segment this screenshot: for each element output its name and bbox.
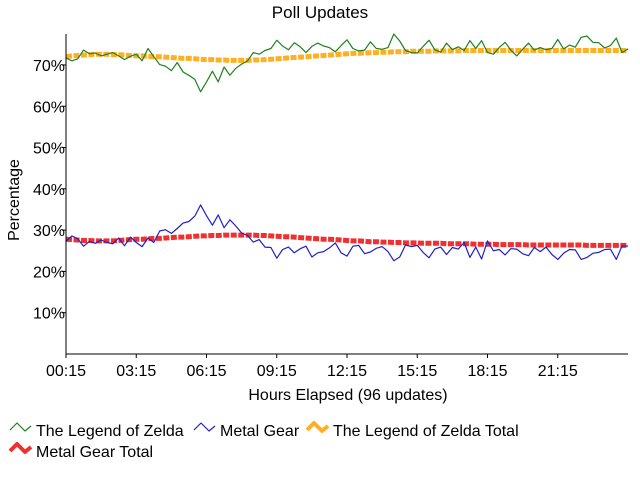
x-tick-label: 15:15 (397, 363, 437, 380)
y-axis-label: Percentage (6, 159, 23, 241)
x-tick-label: 09:15 (257, 363, 297, 380)
x-tick-label: 12:15 (327, 363, 367, 380)
y-tick-label: 50% (33, 141, 65, 158)
legend-label-the-legend-of-zelda: The Legend of Zelda (36, 423, 184, 440)
x-tick-label: 18:15 (467, 363, 507, 380)
y-tick-label: 10% (33, 306, 65, 323)
legend-label-metal-gear-total: Metal Gear Total (36, 444, 153, 461)
y-tick-label: 40% (33, 182, 65, 199)
x-ticks: 00:15 03:15 06:15 09:15 12:15 15:15 18:15 21:15 (46, 354, 578, 380)
x-tick-label: 03:15 (116, 363, 156, 380)
y-ticks: 10% 20% 30% 40% 50% 60% 70% (33, 58, 66, 323)
y-tick-label: 30% (33, 223, 65, 240)
legend-swatch-the-legend-of-zelda-total (305, 421, 330, 433)
x-tick-label: 06:15 (186, 363, 226, 380)
legend: The Legend of Zelda Metal Gear The Legend … (8, 421, 519, 461)
x-tick-label: 00:15 (46, 363, 86, 380)
y-tick-label: 20% (33, 264, 65, 281)
legend-swatch-metal-gear-total (8, 442, 33, 454)
legend-swatch-the-legend-of-zelda (9, 422, 32, 432)
x-tick-label: 21:15 (538, 363, 578, 380)
series-line-metal-gear-total (65, 232, 628, 248)
series-line-metal-gear (65, 204, 629, 262)
x-axis-label: Hours Elapsed (96 updates) (248, 387, 447, 404)
legend-label-the-legend-of-zelda-total: The Legend of Zelda Total (333, 423, 519, 440)
chart-title: Poll Updates (272, 3, 368, 22)
y-tick-label: 70% (33, 58, 65, 75)
y-tick-label: 60% (33, 99, 65, 116)
series-line-the-legend-of-zelda (65, 33, 629, 93)
series-layer (65, 33, 629, 262)
legend-swatch-metal-gear (193, 422, 216, 432)
legend-label-metal-gear: Metal Gear (220, 423, 300, 440)
